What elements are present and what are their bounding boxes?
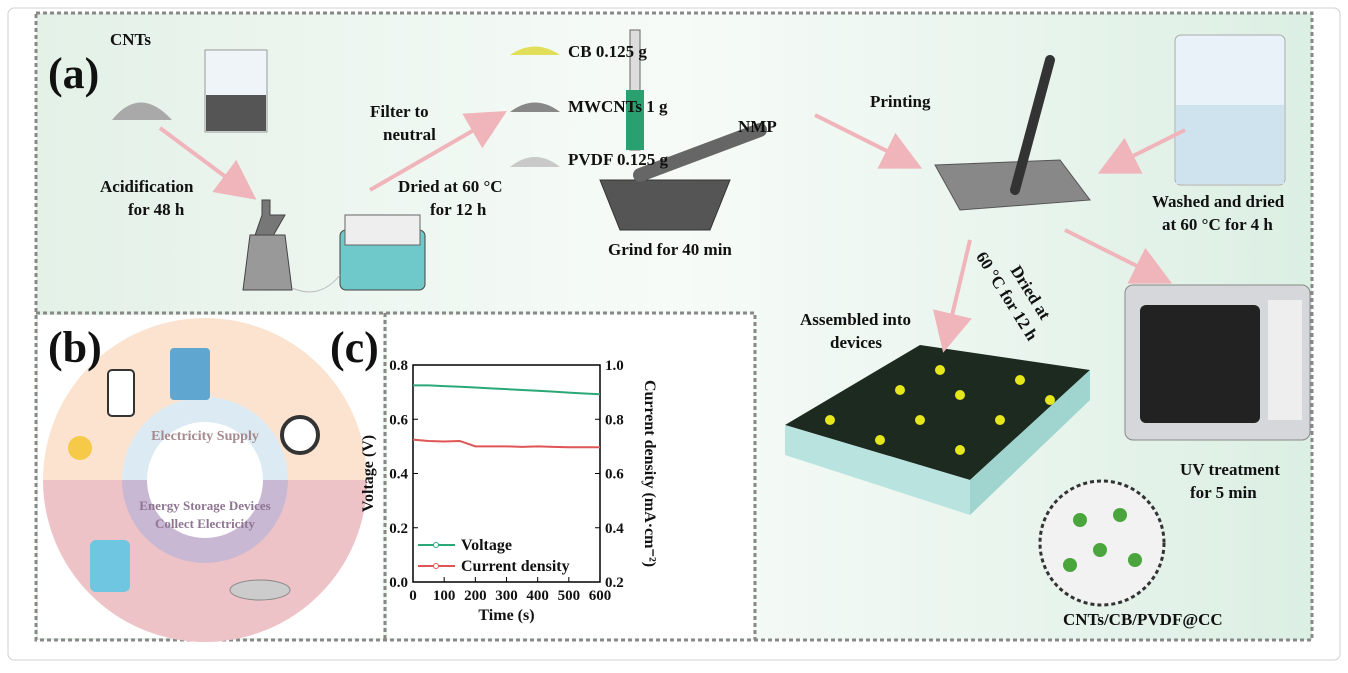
label: MWCNTs 1 g [568,97,668,116]
x-axis-label: Time (s) [478,607,534,624]
legend-label: Voltage [461,537,512,554]
page: { "panel_a": { "tag": "(a)", "cnts": "CN… [0,0,1348,668]
panel-tag: (a) [48,49,99,98]
label: Electricity Supply [151,429,259,444]
y2-tick-label: 0.4 [605,521,624,537]
label: Dried at 60 °C [398,177,503,196]
label: NMP [738,117,777,136]
label: PVDF 0.125 g [568,150,668,169]
y2-axis-label: Current density (mA·cm⁻²) [641,380,658,567]
y-tick-label: 0.4 [389,467,408,483]
label: Collect Electricity [155,516,255,531]
label: CNTs [110,30,151,49]
y-tick-label: 0.0 [389,575,408,591]
legend-marker [434,543,439,548]
y-tick-label: 0.8 [389,358,408,374]
label: Washed and dried [1152,192,1285,211]
y-tick-label: 0.2 [389,521,408,537]
label: Acidification [100,177,194,196]
label: CNTs/CB/PVDF@CC [1063,610,1223,629]
y-axis-label: Voltage (V) [360,435,377,512]
label: for 48 h [128,200,185,219]
y2-tick-label: 1.0 [605,358,624,374]
label: UV treatment [1180,460,1280,479]
label: Energy Storage Devices [139,498,270,513]
panel-tag: (c) [330,323,379,372]
x-tick-label: 100 [433,588,456,604]
x-tick-label: 400 [526,588,549,604]
x-tick-label: 200 [464,588,487,604]
figure: (a) CNTs Acidification for 48 h Filter t… [0,0,1348,668]
y2-tick-label: 0.6 [605,467,624,483]
y-tick-label: 0.6 [389,412,408,428]
legend-marker [434,564,439,569]
label: Printing [870,92,931,111]
label: devices [830,333,882,352]
label: for 5 min [1190,483,1257,502]
label: Grind for 40 min [608,240,732,259]
label: for 12 h [430,200,487,219]
x-tick-label: 500 [558,588,581,604]
x-tick-label: 0 [409,588,417,604]
panel-tag: (b) [48,323,102,372]
y2-tick-label: 0.2 [605,575,624,591]
label: Assembled into [800,310,911,329]
label: CB 0.125 g [568,42,647,61]
legend-label: Current density [461,558,570,575]
label: at 60 °C for 4 h [1162,215,1273,234]
x-tick-label: 300 [495,588,518,604]
label: neutral [383,125,436,144]
y2-tick-label: 0.8 [605,412,624,428]
label: Filter to [370,102,429,121]
